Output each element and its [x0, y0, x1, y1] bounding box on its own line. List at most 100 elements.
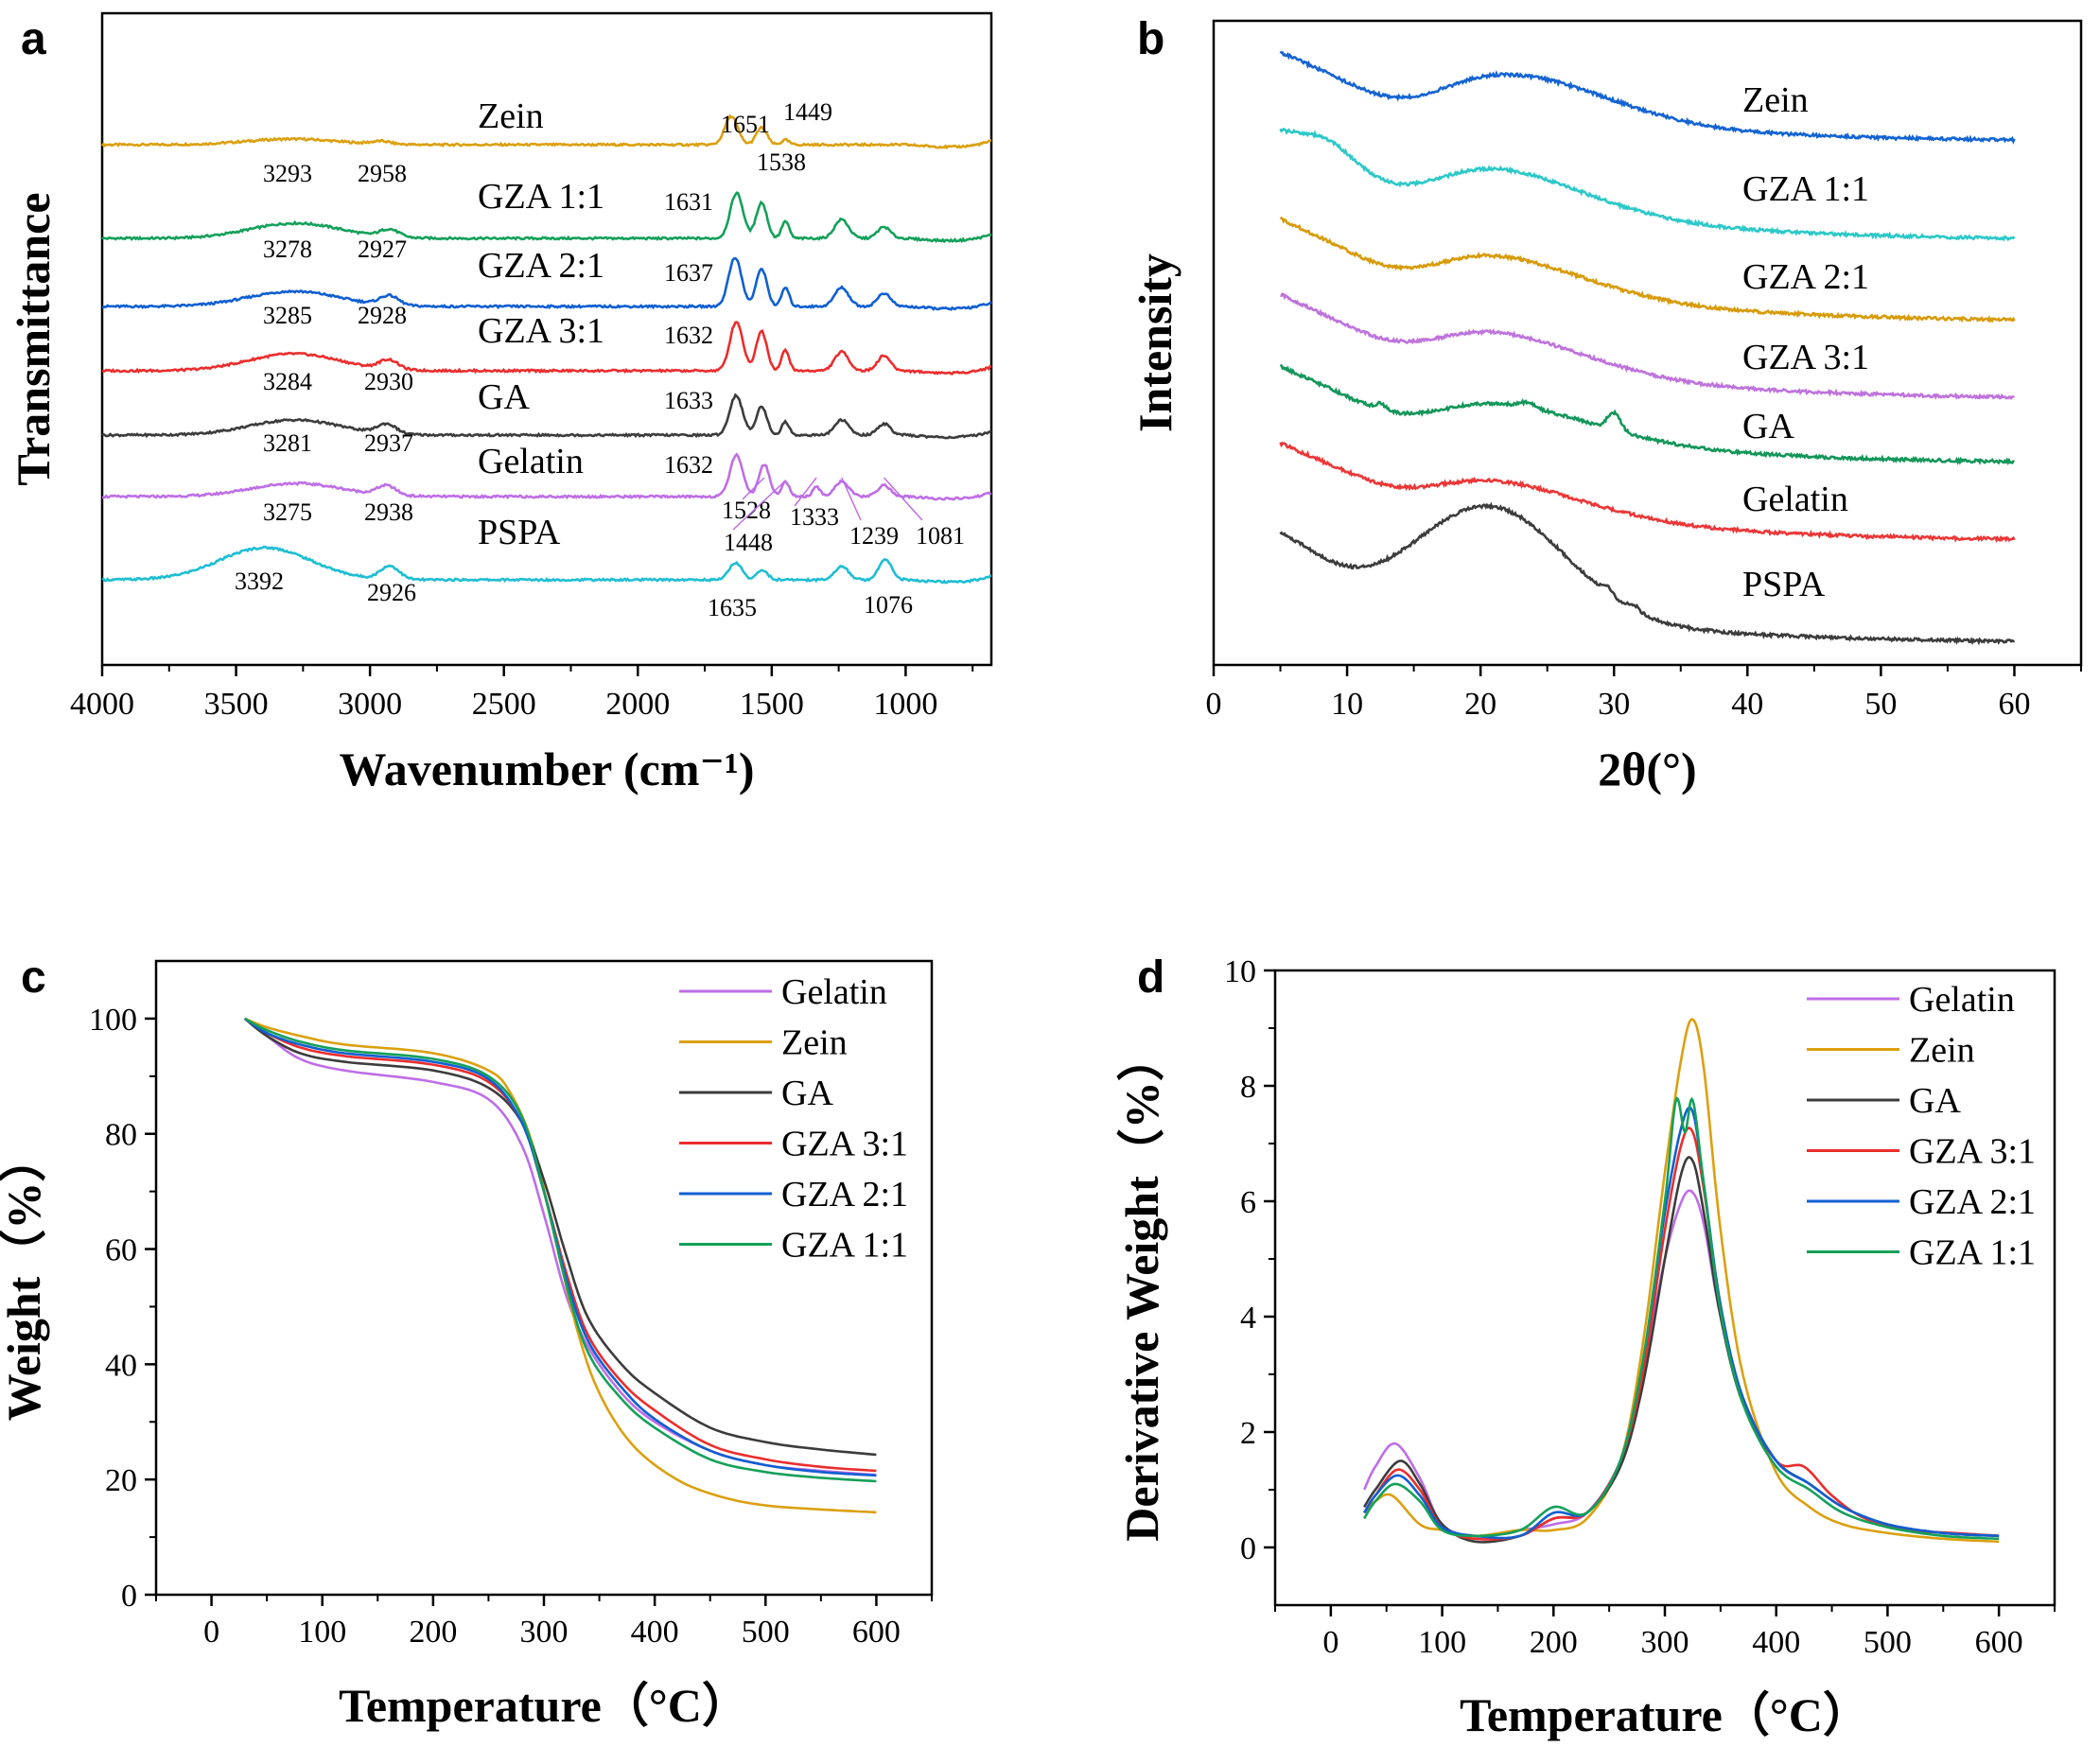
- panel-b-series-gza-2-1: [1279, 216, 2016, 323]
- panel-b-xtick-label: 10: [1331, 687, 1363, 722]
- panel-c-y-axis-title: Weight（%）: [0, 1135, 50, 1422]
- panel-d-series-ga: [1363, 1156, 2000, 1544]
- panel-a-peak-label: 2928: [358, 302, 407, 329]
- panel-d-ytick-label: 10: [1224, 954, 1256, 989]
- panel-a-xtick-label: 3000: [338, 687, 402, 722]
- panel-a-series-gza-2-1: [101, 256, 992, 312]
- panel-c-legend-label: Zein: [781, 1023, 848, 1063]
- panel-d-series-gelatin: [1362, 1189, 2000, 1538]
- panel-b-xtick-label: 40: [1731, 687, 1763, 722]
- panel-c-ytick-label: 100: [89, 1003, 137, 1038]
- panel-d-series-gza-3-1: [1363, 1127, 2000, 1541]
- panel-d-xtick-label: 600: [1975, 1625, 2023, 1660]
- panel-a-curve-label: PSPA: [478, 513, 561, 552]
- panel-a-series-gza-3-1: [101, 321, 992, 376]
- panel-b-curve-label: GA: [1742, 407, 1794, 446]
- panel-a-y-axis-title: Transmittance: [7, 192, 60, 485]
- panel-d-ytick-label: 2: [1240, 1416, 1256, 1451]
- panel-a-series-pspa: [101, 545, 992, 585]
- panel-d-ytick-label: 4: [1240, 1301, 1256, 1336]
- panel-b-y-axis-title: Intensity: [1129, 253, 1181, 432]
- panel-a-peak-label: 1081: [916, 522, 965, 550]
- panel-a-peak-label: 1631: [664, 188, 713, 216]
- panel-b-xtick-label: 20: [1464, 687, 1496, 722]
- panel-c-series-gza-1-1: [244, 1017, 877, 1483]
- panel-a-curve-label: Zein: [478, 96, 544, 136]
- panel-d-xtick-label: 0: [1322, 1625, 1339, 1660]
- panel-c-x-axis-title: Temperature（°C）: [339, 1679, 749, 1732]
- panel-d-legend-label: GZA 2:1: [1909, 1182, 2036, 1222]
- panel-c-legend-label: GZA 1:1: [781, 1226, 908, 1266]
- panel-d-legend-label: Zein: [1909, 1031, 1975, 1071]
- panel-a-peak-label: 1333: [790, 503, 839, 531]
- panel-a-series-ga: [101, 393, 992, 440]
- panel-d-letter: d: [1137, 952, 1165, 1003]
- panel-d-xtick-label: 100: [1418, 1625, 1466, 1660]
- panel-c-legend-label: GZA 3:1: [781, 1125, 908, 1164]
- panel-a-peak-label: 3285: [263, 302, 312, 329]
- panel-d-legend-label: GZA 1:1: [1909, 1233, 2036, 1273]
- panel-a-peak-label: 3392: [235, 568, 284, 595]
- panel-a-peak-label: 1538: [757, 148, 806, 176]
- panel-b-curve-label: PSPA: [1742, 565, 1826, 604]
- panel-d-ytick-label: 8: [1240, 1070, 1256, 1105]
- panel-a-peak-label: 1635: [708, 594, 757, 621]
- panel-a-series-gza-1-1: [101, 191, 992, 244]
- panel-d-series-gza-1-1: [1363, 1096, 2000, 1541]
- panel-a-xtick-label: 2500: [472, 687, 536, 722]
- panel-a-peak-label: 2927: [358, 236, 407, 263]
- panel-a-curve-label: GZA 1:1: [478, 177, 604, 217]
- panel-b-frame: [1212, 19, 2083, 667]
- panel-d-xtick-label: 400: [1752, 1625, 1800, 1660]
- panel-c-xtick-label: 0: [203, 1615, 219, 1650]
- panel-d-legend-label: GA: [1909, 1081, 1961, 1121]
- panel-b-x-axis-title: 2θ(°): [1598, 742, 1696, 795]
- panel-a-peak-label: 1076: [864, 591, 913, 619]
- panel-c-ytick-label: 80: [105, 1118, 137, 1153]
- panel-c-xtick-label: 200: [409, 1615, 457, 1650]
- panel-b-letter: b: [1137, 14, 1165, 64]
- panel-c-legend-label: GA: [781, 1074, 833, 1113]
- panel-c-series-ga: [243, 1017, 877, 1457]
- panel-b-series-gza-3-1: [1280, 292, 2015, 400]
- panel-a-curve-label: Gelatin: [478, 442, 584, 481]
- panel-d-legend-label: GZA 3:1: [1909, 1132, 2036, 1172]
- panel-c-ytick-label: 0: [121, 1579, 137, 1614]
- panel-a-peak-label: 1632: [664, 322, 713, 349]
- panel-b-series-pspa: [1279, 501, 2016, 646]
- panel-a-frame: [100, 11, 993, 667]
- panel-a-peak-label: 2930: [364, 368, 413, 395]
- panel-d-xtick-label: 200: [1530, 1625, 1578, 1660]
- panel-c-ytick-label: 40: [105, 1348, 137, 1383]
- panel-a-peak-label: 2926: [367, 579, 416, 606]
- panel-a-leader-line: [794, 477, 817, 507]
- panel-a-peak-label: 3275: [263, 498, 312, 526]
- panel-a-peak-label: 3293: [263, 160, 312, 187]
- panel-a-peak-label: 2958: [358, 160, 407, 187]
- panel-a-xtick-label: 2000: [605, 687, 670, 722]
- panel-b-series-zein: [1279, 50, 2016, 145]
- panel-b-curve-label: Zein: [1742, 80, 1809, 120]
- panel-a-peak-label: 3281: [263, 429, 312, 457]
- panel-a-letter: a: [21, 14, 46, 64]
- panel-a-leader-line: [742, 477, 765, 500]
- panel-a-peak-label: 2938: [364, 498, 413, 526]
- panel-c-xtick-label: 400: [631, 1615, 679, 1650]
- panel-c-xtick-label: 500: [742, 1615, 790, 1650]
- panel-a-series-zein: [100, 114, 992, 150]
- panel-a-peak-label: 1651: [721, 111, 770, 138]
- panel-b-curve-label: GZA 1:1: [1742, 169, 1869, 209]
- panel-b-series-gza-1-1: [1279, 127, 2016, 242]
- panel-d-ytick-label: 6: [1240, 1185, 1256, 1220]
- panel-c-ytick-label: 20: [105, 1463, 137, 1498]
- panel-a-peak-label: 1448: [724, 529, 773, 556]
- panel-a-curve-label: GZA 3:1: [478, 311, 604, 351]
- panel-a-xtick-label: 1500: [740, 687, 804, 722]
- panel-a-peak-label: 1633: [664, 387, 713, 414]
- panel-d-legend-label: Gelatin: [1909, 980, 2015, 1020]
- panel-c-ytick-label: 60: [105, 1233, 137, 1268]
- panel-a-curve-label: GZA 2:1: [478, 246, 604, 286]
- panel-d-x-axis-title: Temperature（°C）: [1460, 1688, 1870, 1741]
- panel-a-leader-line: [732, 480, 787, 531]
- panel-a-peak-label: 3284: [263, 368, 312, 395]
